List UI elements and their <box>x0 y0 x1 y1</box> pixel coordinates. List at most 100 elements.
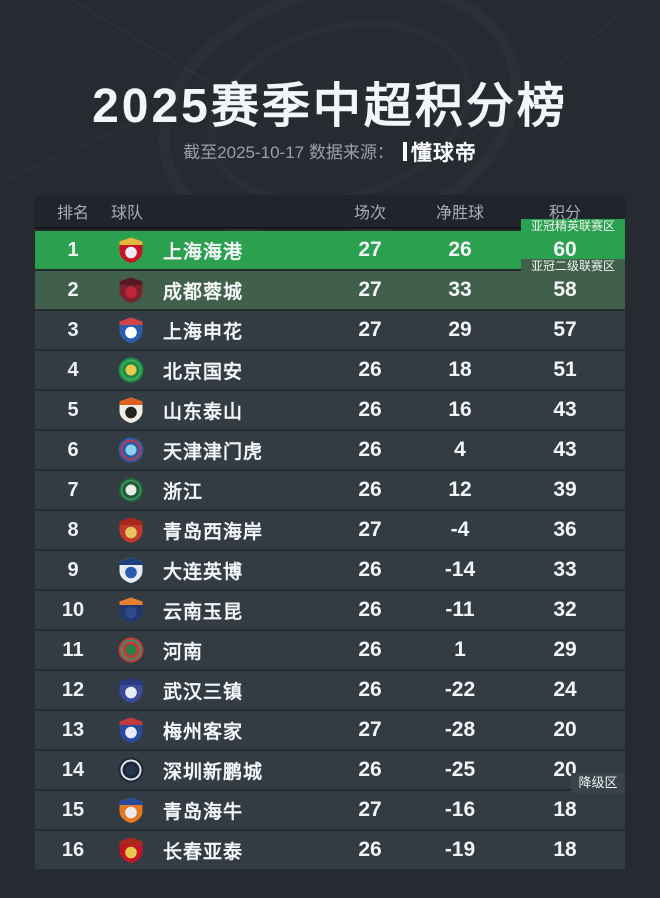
rank-cell: 1 <box>67 238 79 261</box>
team-crest-icon <box>111 396 151 424</box>
team-crest-icon <box>111 556 151 584</box>
team-crest-icon <box>111 236 151 264</box>
rank-cell: 10 <box>61 598 85 621</box>
table-row: 16 长春亚泰 26 -19 18 <box>35 831 625 869</box>
matches-cell: 26 <box>358 478 382 501</box>
points-cell: 20 <box>553 718 577 741</box>
table-row: 7 浙江 26 12 39 <box>35 471 625 509</box>
table-row: 2 成都蓉城 27 33 58 <box>35 271 625 309</box>
points-cell: 29 <box>553 638 577 661</box>
points-cell: 51 <box>553 358 577 381</box>
matches-cell: 27 <box>358 278 382 301</box>
matches-cell: 26 <box>358 838 382 861</box>
rank-cell: 11 <box>62 638 84 661</box>
rank-cell: 7 <box>67 478 79 501</box>
table-header-row: 排名 球队 场次 净胜球 积分 <box>35 195 625 229</box>
table-row: 15 青岛海牛 27 -16 18 <box>35 791 625 829</box>
subtitle: 截至2025-10-17 数据来源： 懂球帝 <box>0 137 660 167</box>
team-name-cell: 上海申花 <box>163 321 244 343</box>
matches-cell: 27 <box>358 718 382 741</box>
team-crest-icon <box>111 796 151 824</box>
team-name-cell: 青岛西海岸 <box>163 521 264 543</box>
team-crest-icon <box>111 756 151 784</box>
team-crest-icon <box>111 516 151 544</box>
team-crest-icon <box>111 636 151 664</box>
rank-cell: 16 <box>61 838 85 861</box>
matches-cell: 26 <box>358 358 382 381</box>
team-name-cell: 浙江 <box>163 481 204 503</box>
table-row: 12 武汉三镇 26 -22 24 <box>35 671 625 709</box>
matches-cell: 27 <box>358 238 382 261</box>
points-cell: 32 <box>553 598 577 621</box>
table-row: 11 河南 26 1 29 <box>35 631 625 669</box>
team-name-cell: 青岛海牛 <box>163 801 244 823</box>
table-row: 8 青岛西海岸 27 -4 36 <box>35 511 625 549</box>
team-name-cell: 成都蓉城 <box>163 281 244 303</box>
team-crest-icon <box>111 676 151 704</box>
team-crest-icon <box>111 596 151 624</box>
goal-diff-cell: -25 <box>444 758 476 781</box>
goal-diff-cell: -19 <box>444 838 476 861</box>
page-title: 2025赛季中超积分榜 <box>92 80 568 133</box>
points-cell: 43 <box>553 398 577 421</box>
matches-cell: 27 <box>358 318 382 341</box>
table-row: 14 深圳新鹏城 26 -25 20 <box>35 751 625 789</box>
table-row: 3 上海申花 27 29 57 <box>35 311 625 349</box>
table-row: 5 山东泰山 26 16 43 <box>35 391 625 429</box>
rank-cell: 13 <box>61 718 85 741</box>
team-name-cell: 天津津门虎 <box>163 441 264 463</box>
matches-cell: 26 <box>358 758 382 781</box>
matches-cell: 26 <box>358 558 382 581</box>
goal-diff-cell: -11 <box>445 598 475 621</box>
team-crest-icon <box>111 356 151 384</box>
team-name-cell: 河南 <box>163 641 204 663</box>
zone-label-acl-league-two: 亚冠二级联赛区 <box>521 259 625 273</box>
goal-diff-cell: -14 <box>444 558 476 581</box>
matches-cell: 26 <box>358 638 382 661</box>
points-cell: 43 <box>553 438 577 461</box>
rank-cell: 14 <box>61 758 85 781</box>
rank-cell: 15 <box>61 798 85 821</box>
team-crest-icon <box>111 836 151 864</box>
team-name-cell: 深圳新鹏城 <box>163 761 264 783</box>
column-header-goal-diff: 净胜球 <box>435 205 484 222</box>
team-name-cell: 长春亚泰 <box>163 841 244 863</box>
standings-table: 排名 球队 场次 净胜球 积分 1 上海海港 27 26 60 2 成都蓉城 2… <box>35 195 625 869</box>
goal-diff-cell: 4 <box>454 438 466 461</box>
team-name-cell: 梅州客家 <box>163 721 244 743</box>
table-row: 4 北京国安 26 18 51 <box>35 351 625 389</box>
matches-cell: 27 <box>358 798 382 821</box>
table-row: 9 大连英博 26 -14 33 <box>35 551 625 589</box>
points-cell: 33 <box>553 558 577 581</box>
team-crest-icon <box>111 476 151 504</box>
points-cell: 18 <box>553 798 577 821</box>
points-cell: 57 <box>553 318 577 341</box>
rank-cell: 8 <box>67 518 79 541</box>
goal-diff-cell: 29 <box>448 318 472 341</box>
goal-diff-cell: 16 <box>448 398 472 421</box>
team-name-cell: 武汉三镇 <box>163 681 244 703</box>
matches-cell: 26 <box>358 398 382 421</box>
table-row: 1 上海海港 27 26 60 <box>35 231 625 269</box>
matches-cell: 27 <box>358 518 382 541</box>
zone-label-relegation: 降级区 <box>571 773 625 793</box>
team-crest-icon <box>111 436 151 464</box>
team-name-cell: 上海海港 <box>163 241 244 263</box>
team-crest-icon <box>111 276 151 304</box>
column-header-matches: 场次 <box>353 205 386 222</box>
goal-diff-cell: 12 <box>448 478 472 501</box>
table-rows: 1 上海海港 27 26 60 2 成都蓉城 27 33 58 3 上海申花 2… <box>35 231 625 869</box>
column-header-team: 球队 <box>111 205 144 222</box>
goal-diff-cell: 26 <box>448 238 472 261</box>
rank-cell: 9 <box>67 558 79 581</box>
goal-diff-cell: -22 <box>444 678 476 701</box>
table-row: 10 云南玉昆 26 -11 32 <box>35 591 625 629</box>
table-row: 6 天津津门虎 26 4 43 <box>35 431 625 469</box>
team-name-cell: 大连英博 <box>163 561 244 583</box>
team-name-cell: 山东泰山 <box>163 401 244 423</box>
team-crest-icon <box>111 716 151 744</box>
points-cell: 24 <box>553 678 577 701</box>
team-name-cell: 云南玉昆 <box>163 601 244 623</box>
matches-cell: 26 <box>358 598 382 621</box>
rank-cell: 3 <box>67 318 79 341</box>
